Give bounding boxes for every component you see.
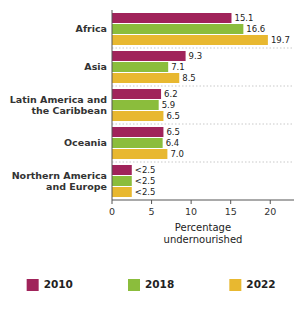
data-label: 19.7 — [271, 35, 290, 45]
x-tick-label: 20 — [264, 206, 276, 217]
bars — [112, 13, 268, 197]
bar — [112, 138, 163, 148]
legend-label: 2010 — [44, 278, 73, 290]
legend-swatch — [27, 279, 39, 291]
category-label: Northern Americaand Europe — [12, 169, 107, 191]
category-line: the Caribbean — [31, 104, 107, 115]
x-tick-label: 15 — [225, 206, 237, 217]
x-axis-title-line: undernourished — [164, 234, 243, 245]
x-tick-label: 10 — [185, 206, 197, 217]
legend-swatch — [229, 279, 241, 291]
category-label: Latin America andthe Caribbean — [10, 93, 108, 115]
data-label: 8.5 — [182, 73, 196, 83]
bar — [112, 62, 168, 72]
bar — [112, 127, 163, 137]
bar — [112, 35, 268, 45]
bar — [112, 111, 163, 121]
bar — [112, 73, 179, 83]
data-label: <2.5 — [135, 187, 156, 197]
data-label: 5.9 — [162, 100, 176, 110]
x-tick-label: 5 — [149, 206, 155, 217]
group-separator — [112, 124, 294, 125]
x-tick — [191, 200, 192, 204]
x-axis-title: Percentageundernourished — [164, 222, 243, 245]
bar — [112, 89, 161, 99]
bar — [112, 187, 132, 197]
category-label: Oceania — [64, 137, 107, 148]
chart: Africa Asia Latin America andthe Caribbean… — [0, 0, 304, 309]
category-line: Asia — [84, 61, 107, 72]
data-labels: 15.1 9.3 6.2 6.5 <2.5 16.6 7.1 5.9 6.4 <2.5 19.7 8.… — [135, 13, 290, 197]
bar — [112, 51, 186, 61]
x-tick — [230, 200, 231, 204]
bar — [112, 24, 243, 34]
legend-swatch — [128, 279, 140, 291]
data-label: 6.2 — [164, 89, 178, 99]
x-tick-label: 0 — [109, 206, 115, 217]
x-tick — [270, 200, 271, 204]
group-separator — [112, 86, 294, 87]
legend-label: 2018 — [145, 278, 174, 290]
category-label: Africa — [76, 23, 107, 34]
data-label: <2.5 — [135, 165, 156, 175]
category-line: Northern America — [12, 169, 107, 180]
data-label: 6.5 — [166, 111, 180, 121]
category-label: Asia — [84, 61, 107, 72]
group-separator — [112, 162, 294, 163]
data-label: 6.4 — [166, 138, 180, 148]
legend: 2010 2018 2022 — [27, 278, 276, 291]
bar — [112, 100, 159, 110]
y-axis-line — [112, 10, 113, 200]
data-label: 6.5 — [166, 127, 180, 137]
data-label: 7.1 — [171, 62, 185, 72]
x-axis-line — [112, 200, 294, 201]
category-line: Oceania — [64, 137, 107, 148]
x-axis-title-line: Percentage — [175, 222, 231, 233]
x-tick — [112, 200, 113, 204]
bar — [112, 13, 231, 23]
bar — [112, 176, 132, 186]
data-label: 16.6 — [246, 24, 265, 34]
bar — [112, 165, 132, 175]
group-separator — [112, 48, 294, 49]
data-label: <2.5 — [135, 176, 156, 186]
category-line: Latin America and — [10, 93, 107, 104]
data-label: 7.0 — [170, 149, 184, 159]
x-tick — [151, 200, 152, 204]
category-line: and Europe — [46, 180, 107, 191]
bar — [112, 149, 167, 159]
data-label: 15.1 — [234, 13, 253, 23]
data-label: 9.3 — [189, 51, 203, 61]
legend-label: 2022 — [246, 278, 275, 290]
category-line: Africa — [76, 23, 107, 34]
